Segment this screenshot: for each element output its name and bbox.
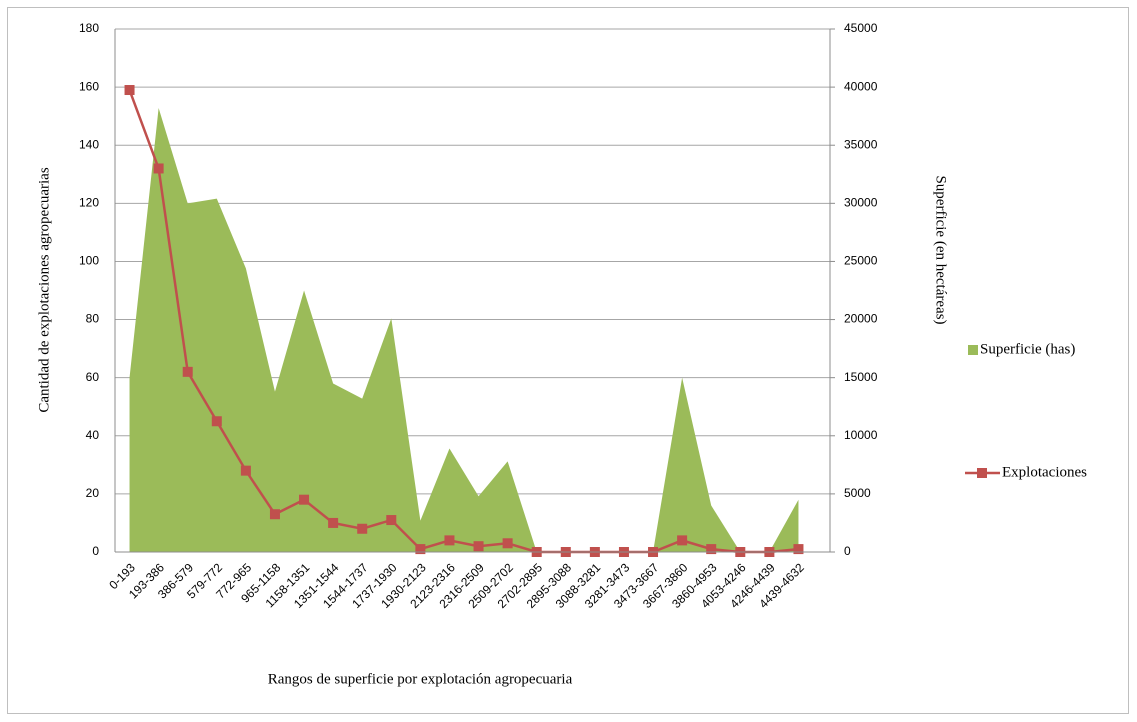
y-tick-label: 120 — [79, 196, 99, 210]
y-tick-label: 140 — [79, 137, 99, 151]
y2-axis-title: Superficie (en hectáreas) — [933, 175, 949, 324]
marker — [386, 515, 397, 526]
marker — [269, 509, 280, 520]
y-axis-title: Cantidad de explotaciones agropecuarias — [36, 167, 52, 412]
marker — [211, 416, 222, 427]
y-tick-label: 100 — [79, 254, 99, 268]
marker — [502, 538, 513, 549]
marker — [793, 544, 804, 555]
y2-tick-label: 5000 — [844, 486, 871, 500]
marker — [182, 366, 193, 377]
y2-tick-label: 10000 — [844, 428, 878, 442]
area — [129, 108, 799, 552]
y-tick-label: 60 — [86, 370, 100, 384]
marker — [240, 465, 251, 476]
legend-swatch — [968, 345, 978, 355]
marker — [415, 544, 426, 555]
y2-tick-label: 30000 — [844, 196, 878, 210]
y2-tick-label: 15000 — [844, 370, 878, 384]
y2-tick-label: 25000 — [844, 254, 878, 268]
marker — [328, 517, 339, 528]
y-tick-label: 160 — [79, 79, 99, 93]
marker — [473, 541, 484, 552]
y2-tick-label: 35000 — [844, 137, 878, 151]
y-tick-label: 20 — [86, 486, 100, 500]
y-tick-label: 180 — [79, 21, 99, 35]
legend-label: Explotaciones — [1002, 464, 1087, 480]
x-axis-title: Rangos de superficie por explotación agr… — [268, 671, 573, 687]
marker — [124, 85, 135, 96]
legend-label: Superficie (has) — [980, 341, 1075, 357]
marker — [357, 523, 368, 534]
y-tick-label: 40 — [86, 428, 100, 442]
marker — [299, 494, 310, 505]
marker — [444, 535, 455, 546]
y2-tick-label: 0 — [844, 544, 851, 558]
marker — [153, 163, 164, 174]
y-tick-label: 0 — [92, 544, 99, 558]
y2-tick-label: 20000 — [844, 312, 878, 326]
marker — [706, 544, 717, 555]
legend-marker — [977, 468, 987, 478]
marker — [677, 535, 688, 546]
y2-tick-label: 45000 — [844, 21, 878, 35]
y-tick-label: 80 — [86, 312, 100, 326]
y2-tick-label: 40000 — [844, 79, 878, 93]
